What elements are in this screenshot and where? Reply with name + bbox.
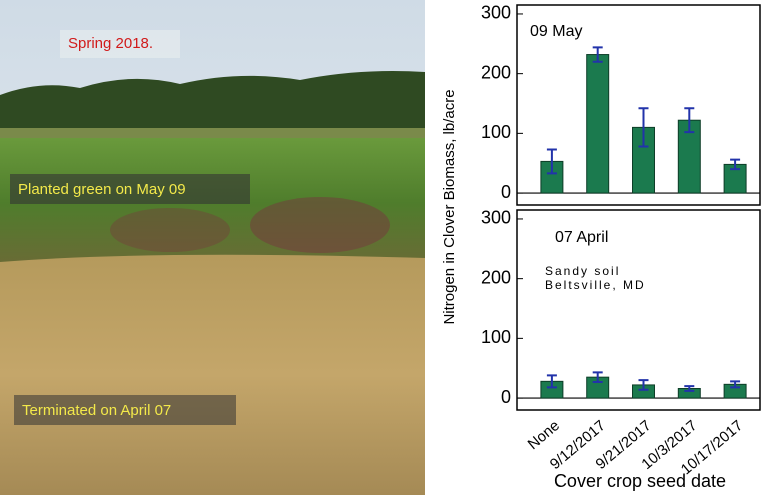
error-bar: [638, 379, 649, 391]
error-bar: [592, 371, 603, 383]
annotation: 09 May: [530, 23, 582, 40]
y-tick-label: 300: [481, 208, 511, 228]
error-bar: [592, 46, 603, 63]
x-tick-label: None: [525, 417, 563, 453]
error-bar: [730, 158, 741, 171]
photo-label: Spring 2018.: [68, 35, 153, 52]
y-tick-label: 100: [481, 327, 511, 347]
photo-label: Terminated on April 07: [22, 402, 171, 419]
photo: Spring 2018. Planted green on May 09 Ter…: [0, 0, 425, 495]
error-bar: [546, 374, 557, 389]
y-axis-label: Nitrogen in Clover Biomass, lb/acre: [441, 89, 458, 324]
photo-label: Planted green on May 09: [18, 181, 186, 198]
annotation: Sandy soil: [545, 264, 620, 278]
error-bar: [730, 380, 741, 389]
error-bar: [546, 148, 557, 175]
y-tick-label: 300: [481, 3, 511, 23]
plot-frame: [516, 209, 761, 411]
y-tick-label: 0: [501, 182, 511, 202]
error-bar: [684, 107, 695, 134]
annotation: Beltsville, MD: [545, 278, 646, 292]
x-axis-label: Cover crop seed date: [554, 471, 726, 491]
y-tick-label: 200: [481, 267, 511, 287]
error-bar: [638, 107, 649, 148]
y-tick-label: 0: [501, 387, 511, 407]
annotation: 07 April: [555, 229, 608, 246]
y-tick-label: 100: [481, 122, 511, 142]
plot-frame: [516, 4, 761, 206]
y-tick-label: 200: [481, 62, 511, 82]
bar: [586, 54, 610, 194]
error-bar: [684, 385, 695, 392]
